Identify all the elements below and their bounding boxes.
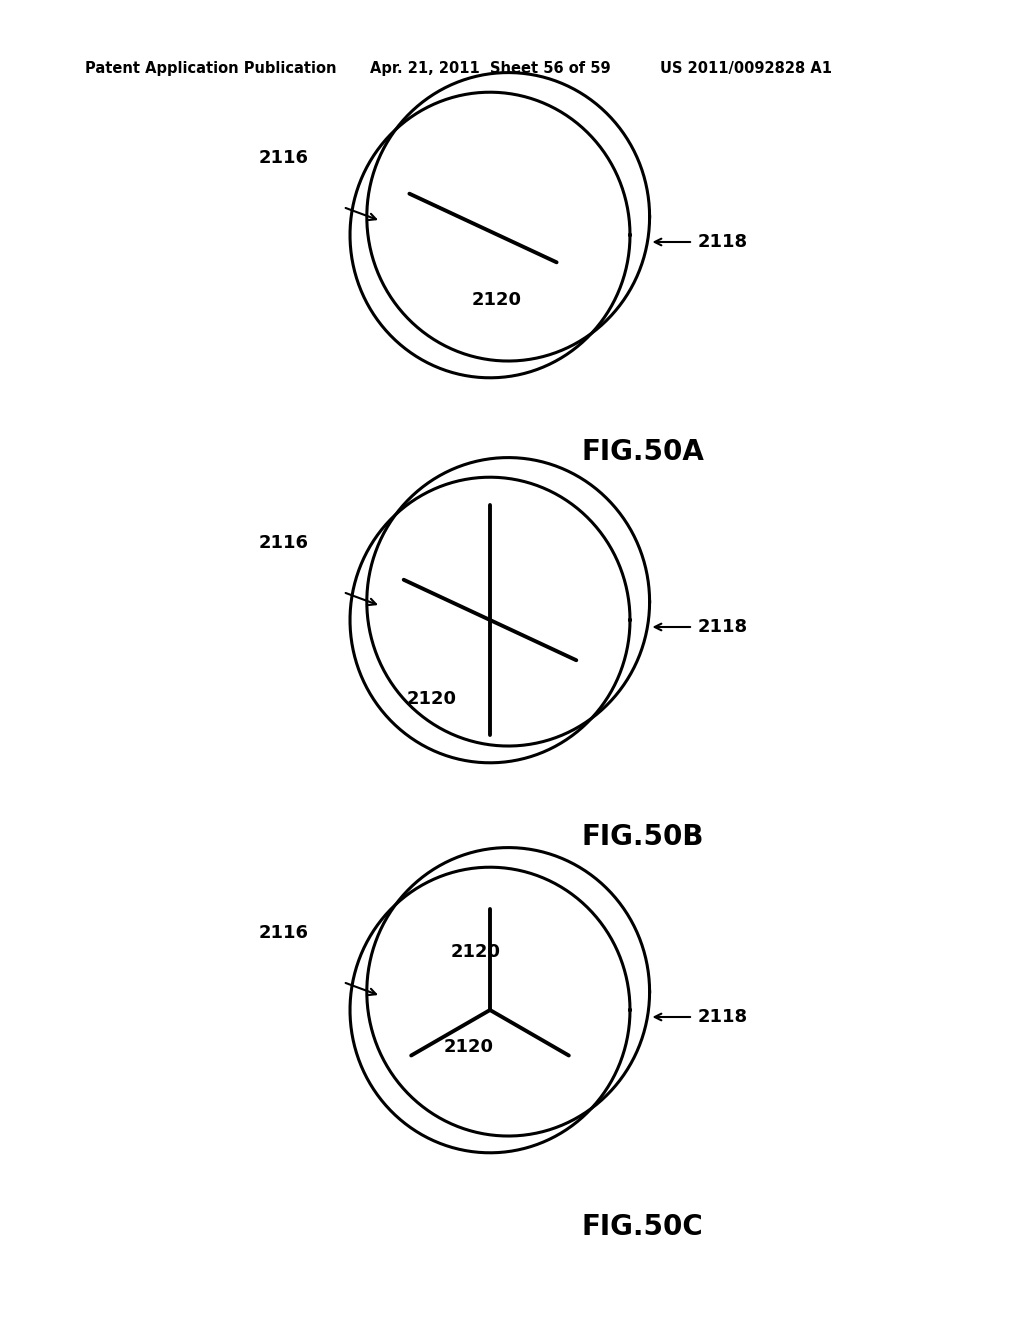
Text: 2120: 2120 <box>472 290 522 309</box>
Text: FIG.50B: FIG.50B <box>581 822 703 851</box>
Text: 2120: 2120 <box>451 942 501 961</box>
Text: 2116: 2116 <box>259 149 309 168</box>
Text: US 2011/0092828 A1: US 2011/0092828 A1 <box>660 61 831 75</box>
Text: 2118: 2118 <box>698 234 749 251</box>
Text: 2116: 2116 <box>259 535 309 552</box>
Text: Apr. 21, 2011  Sheet 56 of 59: Apr. 21, 2011 Sheet 56 of 59 <box>370 61 610 75</box>
Text: Patent Application Publication: Patent Application Publication <box>85 61 337 75</box>
Text: FIG.50A: FIG.50A <box>581 438 703 466</box>
Text: 2116: 2116 <box>259 924 309 942</box>
Text: 2118: 2118 <box>698 618 749 636</box>
Text: 2120: 2120 <box>444 1038 494 1056</box>
Text: 2118: 2118 <box>698 1008 749 1026</box>
Text: 2120: 2120 <box>407 690 457 708</box>
Text: FIG.50C: FIG.50C <box>581 1213 702 1241</box>
